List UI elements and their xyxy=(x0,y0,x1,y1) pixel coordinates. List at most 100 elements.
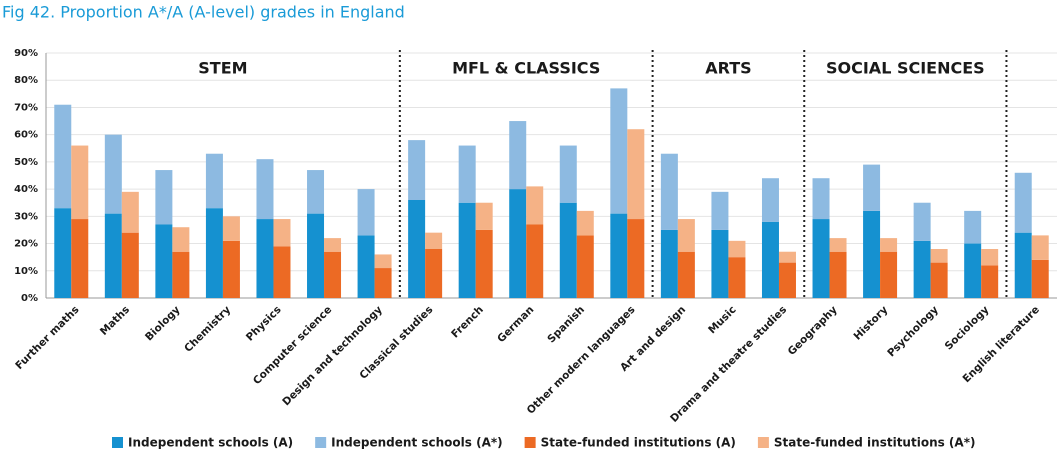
x-tick-label: Sociology xyxy=(943,304,992,353)
bar-segment xyxy=(660,229,678,298)
bar-segment xyxy=(526,186,544,225)
y-tick-label: 50% xyxy=(14,157,38,168)
bar-segment xyxy=(576,210,594,236)
bar-segment xyxy=(71,219,89,298)
bar-segment xyxy=(981,265,999,298)
bar-segment xyxy=(222,240,240,298)
x-tick-label: Maths xyxy=(98,304,132,338)
bar-segment xyxy=(559,145,577,203)
bar-segment xyxy=(425,232,443,249)
bar-segment xyxy=(913,202,931,241)
x-tick-label: German xyxy=(495,304,536,345)
x-tick-label: Biology xyxy=(143,304,183,344)
legend-label: Independent schools (A) xyxy=(128,436,293,450)
x-tick-label: Psychology xyxy=(885,304,941,360)
bar-segment xyxy=(930,262,948,298)
bar-segment xyxy=(408,200,426,298)
bar-segment xyxy=(222,216,240,241)
y-tick-label: 40% xyxy=(14,184,38,195)
bar-segment xyxy=(357,235,375,298)
bar-segment xyxy=(778,251,796,263)
bar-segment xyxy=(256,159,274,220)
y-tick-label: 0% xyxy=(21,293,38,304)
bar-segment xyxy=(1031,259,1049,298)
bar-segment xyxy=(172,251,190,298)
bar-segment xyxy=(812,219,830,298)
bar-segment xyxy=(728,257,746,298)
x-tick-label: Other modern languages xyxy=(525,304,638,417)
bar-segment xyxy=(576,235,594,298)
bar-segment xyxy=(677,219,695,252)
bar-segment xyxy=(54,208,72,298)
x-tick-label: Chemistry xyxy=(182,304,233,355)
bar-segment xyxy=(71,145,89,220)
bar-segment xyxy=(627,129,645,220)
group-label: MFL & CLASSICS xyxy=(452,59,600,78)
bar-segment xyxy=(1031,235,1049,260)
bar-segment xyxy=(324,238,342,252)
bar-segment xyxy=(54,104,72,209)
bar-segment xyxy=(610,213,628,298)
bar-segment xyxy=(559,202,577,298)
y-tick-label: 80% xyxy=(14,75,38,86)
bar-segment xyxy=(964,243,982,298)
x-tick-label: Geography xyxy=(786,304,840,358)
bar-segment xyxy=(1014,172,1032,233)
bar-segment xyxy=(913,240,931,298)
bar-segment xyxy=(172,227,190,252)
bar-segment xyxy=(205,208,223,298)
bar-segment xyxy=(475,202,493,230)
legend-label: Independent schools (A*) xyxy=(331,436,502,450)
bar-segment xyxy=(660,153,678,230)
y-tick-label: 60% xyxy=(14,130,38,141)
x-tick-label: Physics xyxy=(244,304,284,344)
y-tick-label: 20% xyxy=(14,239,38,250)
legend-swatch xyxy=(524,437,536,448)
bar-segment xyxy=(509,121,527,190)
bar-segment xyxy=(458,202,476,298)
bar-segment xyxy=(880,238,898,252)
bar-segment xyxy=(829,238,847,252)
bar-segment xyxy=(863,210,881,298)
bar-segment xyxy=(374,268,392,298)
chart-title: Fig 42. Proportion A*/A (A-level) grades… xyxy=(2,3,405,22)
bar-segment xyxy=(677,251,695,298)
bar-segment xyxy=(812,178,830,220)
group-label: STEM xyxy=(198,59,247,78)
bar-segment xyxy=(981,249,999,266)
x-tick-label: Design and technology xyxy=(280,304,385,409)
y-tick-label: 30% xyxy=(14,211,38,222)
bar-segment xyxy=(526,224,544,298)
bar-segment xyxy=(829,251,847,298)
y-tick-label: 70% xyxy=(14,102,38,113)
y-tick-label: 10% xyxy=(14,266,38,277)
x-tick-label: French xyxy=(449,304,486,341)
bar-segment xyxy=(880,251,898,298)
bar-segment xyxy=(104,213,122,298)
bar-segment xyxy=(121,191,139,233)
x-tick-label: History xyxy=(851,304,890,343)
bar-segment xyxy=(1014,232,1032,298)
bar-segment xyxy=(711,191,729,230)
x-tick-label: Further maths xyxy=(13,304,81,372)
bar-segment xyxy=(610,88,628,214)
y-tick-label: 90% xyxy=(14,48,38,59)
bar-segment xyxy=(627,219,645,298)
bar-segment xyxy=(273,246,291,298)
legend-swatch xyxy=(757,437,769,448)
x-tick-label: Music xyxy=(706,304,739,337)
legend-label: State-funded institutions (A*) xyxy=(774,436,976,450)
bar-segment xyxy=(408,140,426,200)
group-label: SOCIAL SCIENCES xyxy=(826,59,985,78)
bar-segment xyxy=(205,153,223,209)
bar-segment xyxy=(155,224,173,298)
bar-segment xyxy=(458,145,476,203)
bar-segment xyxy=(761,178,779,222)
bar-segment xyxy=(256,219,274,298)
bar-segment xyxy=(307,213,325,298)
bar-segment xyxy=(374,254,392,269)
bar-segment xyxy=(121,232,139,298)
bar-segment xyxy=(324,251,342,298)
bar-segment xyxy=(711,229,729,298)
